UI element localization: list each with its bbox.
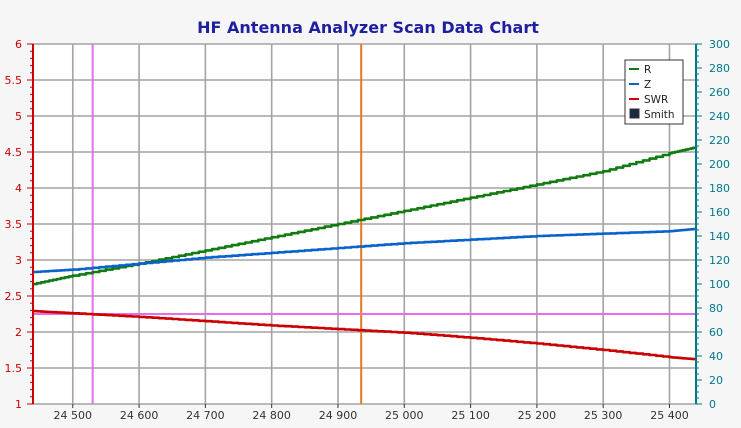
y-right-tick-label: 300 xyxy=(709,38,730,51)
legend-label: SWR xyxy=(644,94,668,106)
y-right-tick-label: 260 xyxy=(709,86,730,99)
y-left-tick-label: 4.5 xyxy=(5,146,23,159)
smith-icon xyxy=(629,108,640,119)
y-left-tick-label: 5 xyxy=(15,110,22,123)
y-left-tick-label: 1.5 xyxy=(5,362,23,375)
x-tick-label: 25 300 xyxy=(584,409,623,422)
y-right-tick-label: 120 xyxy=(709,254,730,267)
y-left-tick-label: 5.5 xyxy=(5,74,23,87)
x-tick-label: 25 000 xyxy=(385,409,424,422)
y-right-tick-label: 240 xyxy=(709,110,730,123)
legend-label: Z xyxy=(644,79,651,91)
y-right-tick-label: 140 xyxy=(709,230,730,243)
legend-label: R xyxy=(644,64,651,76)
y-left-tick-label: 2.5 xyxy=(5,290,23,303)
y-left-tick-label: 3.5 xyxy=(5,218,23,231)
y-right-tick-label: 180 xyxy=(709,182,730,195)
chart-title: HF Antenna Analyzer Scan Data Chart xyxy=(197,18,539,37)
y-right-tick-label: 40 xyxy=(709,350,723,363)
series-line-swr xyxy=(33,309,698,361)
y-left-tick-label: 4 xyxy=(15,182,22,195)
x-tick-label: 25 100 xyxy=(451,409,490,422)
y-left-tick-label: 6 xyxy=(15,38,22,51)
y-right-tick-label: 160 xyxy=(709,206,730,219)
y-left-tick-label: 1 xyxy=(15,398,22,411)
legend[interactable]: RZ SWR Smith xyxy=(624,59,684,125)
y-left-tick-label: 2 xyxy=(15,326,22,339)
x-tick-label: 25 200 xyxy=(518,409,557,422)
legend-label: Smith xyxy=(644,109,675,121)
y-right-tick-label: 20 xyxy=(709,374,723,387)
axes: 24 500 24 600 24 700 24 800 24 900 25 000 25 1… xyxy=(5,38,731,422)
x-tick-label: 24 500 xyxy=(54,409,93,422)
y-right-tick-label: 200 xyxy=(709,158,730,171)
series-line-z xyxy=(33,227,698,274)
y-right-tick-label: 280 xyxy=(709,62,730,75)
x-tick-label: 25 400 xyxy=(650,409,689,422)
x-tick-label: 24 800 xyxy=(252,409,291,422)
y-right-tick-label: 220 xyxy=(709,134,730,147)
y-right-tick-label: 100 xyxy=(709,278,730,291)
x-tick-label: 24 900 xyxy=(319,409,358,422)
y-left-tick-label: 3 xyxy=(15,254,22,267)
y-right-tick-label: 60 xyxy=(709,326,723,339)
series-lines xyxy=(33,146,698,361)
x-tick-label: 24 600 xyxy=(120,409,159,422)
x-tick-label: 24 700 xyxy=(186,409,225,422)
y-right-tick-label: 80 xyxy=(709,302,723,315)
y-right-tick-label: 0 xyxy=(709,398,716,411)
marker-lines xyxy=(33,44,696,404)
